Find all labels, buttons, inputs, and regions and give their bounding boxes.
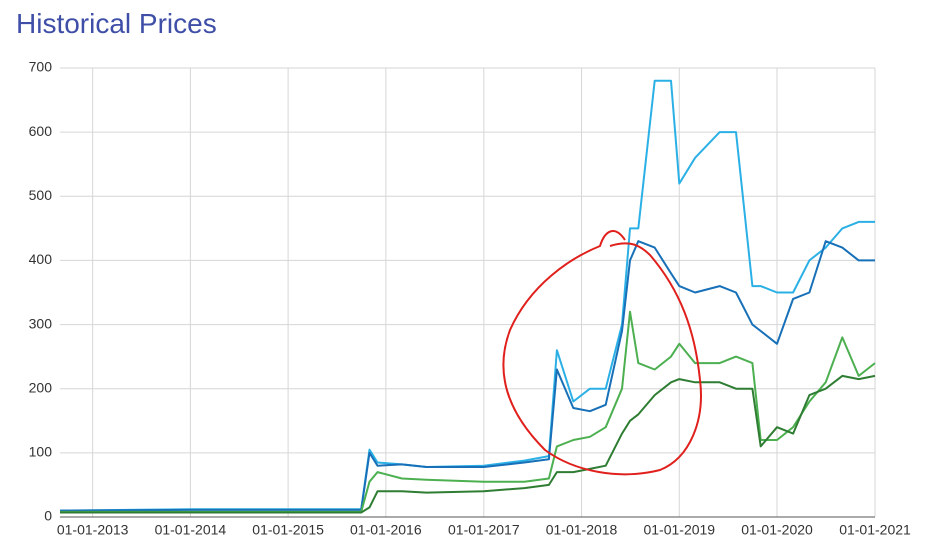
y-tick-label: 400 [29, 251, 53, 267]
y-tick-label: 700 [29, 59, 53, 75]
x-tick-label: 01-01-2018 [546, 522, 618, 538]
price-line [59, 240, 875, 512]
x-tick-label: 01-01-2017 [448, 522, 520, 538]
x-tick-label: 01-01-2016 [350, 522, 422, 538]
y-tick-label: 600 [29, 123, 53, 139]
plot-area: 0 100 200 300 400 500 600 700 01-01-2013 01-01-20… [29, 59, 911, 538]
y-tick-label: 100 [29, 444, 53, 460]
x-tick-label: 01-01-2015 [252, 522, 324, 538]
chart-title: Historical Prices [16, 8, 217, 39]
price-line [60, 374, 876, 514]
x-tick-label: 01-01-2021 [839, 522, 911, 538]
x-tick-label: 01-01-2014 [155, 522, 227, 538]
x-tick-label: 01-01-2019 [643, 522, 715, 538]
annotation-circle [502, 230, 702, 476]
y-tick-label: 300 [29, 315, 53, 331]
price-line [60, 310, 876, 513]
x-tick-label: 01-01-2013 [57, 522, 129, 538]
x-tick-label: 01-01-2020 [741, 522, 813, 538]
y-tick-label: 0 [44, 508, 52, 524]
y-tick-label: 200 [29, 379, 53, 395]
y-tick-label: 500 [29, 187, 53, 203]
price-line [59, 79, 875, 512]
